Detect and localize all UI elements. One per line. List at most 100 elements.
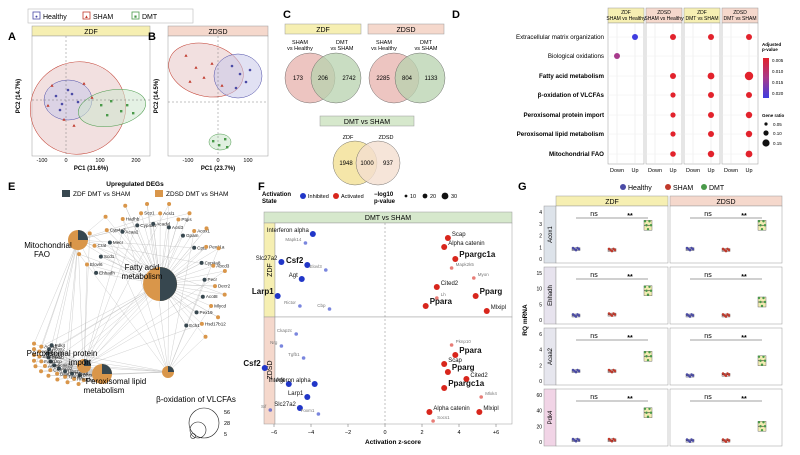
gene-label: Scp1 xyxy=(144,211,155,216)
hub-label-fatty-acid: Fatty acid metabolism xyxy=(122,263,163,281)
g-point xyxy=(577,369,581,373)
g-point xyxy=(574,371,578,374)
g-ytick: 10 xyxy=(536,287,542,293)
g-sig-star: ** xyxy=(741,335,747,342)
g-point xyxy=(763,224,767,227)
gene-node xyxy=(32,352,36,357)
g-point xyxy=(759,224,762,227)
gene-node xyxy=(32,347,36,352)
gene-node: Hsd17b12 xyxy=(199,321,226,326)
dotplot-dot xyxy=(670,92,676,98)
gene-node: Scp2 xyxy=(56,366,73,371)
regulator-label: Ppara xyxy=(459,346,482,355)
dotplot-row-2: Fatty acid metabolism xyxy=(539,73,604,80)
gene-node xyxy=(76,382,81,387)
venn-zdsd-ab: 804 xyxy=(402,76,413,82)
gene-node xyxy=(77,252,82,257)
panel-b-strip: ZDSD xyxy=(208,29,227,36)
regulator-point xyxy=(316,412,321,416)
legend-padj-tick-3: 0.020 xyxy=(772,91,784,96)
g-ytick: 5 xyxy=(539,302,542,308)
regulator-label: Cited2 xyxy=(470,373,488,379)
g-point xyxy=(762,421,765,424)
regulator-point xyxy=(441,244,448,250)
regulator-point xyxy=(441,361,448,367)
f-strip: DMT vs SHAM xyxy=(365,215,411,222)
g-ytick: 0 xyxy=(539,440,542,446)
g-row-2: Acaa2 xyxy=(548,347,554,365)
g-point xyxy=(763,300,767,304)
venn-zdf-ab: 206 xyxy=(318,76,329,82)
g-point xyxy=(574,249,578,252)
f-row-zdf: ZDF xyxy=(267,263,274,277)
dotplot-xtick-down: Down xyxy=(724,168,738,174)
gene-label: Dhrs4 xyxy=(83,373,96,378)
g-point xyxy=(577,439,581,442)
g-ytick: 4 xyxy=(539,348,542,354)
regulator-point xyxy=(444,369,451,375)
venn-dmt-left: ZDF xyxy=(343,135,354,141)
g-point xyxy=(727,373,731,376)
dotplot-xtick-down: Down xyxy=(686,168,700,174)
gene-node: Gpam xyxy=(180,233,199,238)
gene-node: Fabp xyxy=(39,359,55,364)
regulator-point xyxy=(301,356,306,360)
gene-node: Acsl3 xyxy=(166,225,184,230)
gene-node xyxy=(216,246,221,251)
g-point xyxy=(645,289,648,292)
f-xtick-3: 0 xyxy=(383,430,386,436)
gene-node: Decr2 xyxy=(212,284,231,289)
g-sig-star: ** xyxy=(627,274,633,281)
regulator-label: Pknp10 xyxy=(456,339,472,344)
venn-dmt-right: ZDSD xyxy=(379,135,394,141)
legend-healthy: Healthy xyxy=(43,14,67,21)
gene-node xyxy=(32,358,36,363)
g-point xyxy=(691,314,695,317)
g-ytick: 1 xyxy=(539,245,542,251)
gene-node: Pecr xyxy=(202,277,218,282)
dotplot-dot xyxy=(670,34,676,40)
panel-f: F Activation State Inhibited Activated −l… xyxy=(243,181,513,446)
regulator-point xyxy=(476,409,483,415)
dotplot-dot xyxy=(708,34,714,40)
gene-node: Ubqz2 xyxy=(63,369,82,374)
regulator-point xyxy=(304,262,311,268)
regulator-point xyxy=(298,304,302,308)
gene-node: Acox2 xyxy=(47,347,65,352)
g-point xyxy=(649,289,653,292)
gene-label: Tysnd1 xyxy=(68,374,83,379)
gene-label: Pecr xyxy=(208,277,218,282)
g-point xyxy=(610,250,614,253)
dotplot-facet-0: ZDF SHAM vs Healthy Down Up xyxy=(606,7,646,174)
dotplot-dot xyxy=(745,150,753,158)
g-ytick: 20 xyxy=(536,424,542,430)
g-point xyxy=(762,355,765,358)
gene-label: Acox1 xyxy=(197,229,210,234)
g-row-1: Ehhadh xyxy=(548,285,554,306)
gene-label: Elovl5 xyxy=(51,351,64,356)
g-sig-star: ** xyxy=(627,335,633,342)
gene-node: Lonp2 xyxy=(81,378,100,383)
gene-label: Decr2 xyxy=(218,284,231,289)
gene-node xyxy=(55,377,60,382)
g-sig-star: ** xyxy=(741,274,747,281)
panel-b-ylabel: PC2 (14.5%) xyxy=(154,79,160,113)
gene-node: Crot xyxy=(48,368,63,373)
size-legend-56: 56 xyxy=(224,410,230,416)
regulator-label: Scap xyxy=(452,232,466,238)
panel-a-xlabel: PC1 (31.6%) xyxy=(74,166,108,172)
gene-node: Crat xyxy=(92,243,107,248)
regulator-label: Larp1 xyxy=(252,287,274,296)
gene-label: Slc25a20 xyxy=(42,354,62,359)
g-ytick: 0 xyxy=(539,257,542,263)
regulator-point xyxy=(452,256,459,262)
gene-node xyxy=(203,334,208,339)
size-legend-5: 5 xyxy=(224,432,227,438)
regulator-point xyxy=(444,235,451,241)
regulator-point xyxy=(452,352,459,358)
gene-label: Pdk4 xyxy=(55,343,66,348)
f-xtick-4: 2 xyxy=(420,430,423,436)
svg-text:●: ● xyxy=(35,14,38,19)
gene-node xyxy=(216,315,221,320)
venn-zdsd-right: DMT vs SHAM xyxy=(415,40,438,52)
